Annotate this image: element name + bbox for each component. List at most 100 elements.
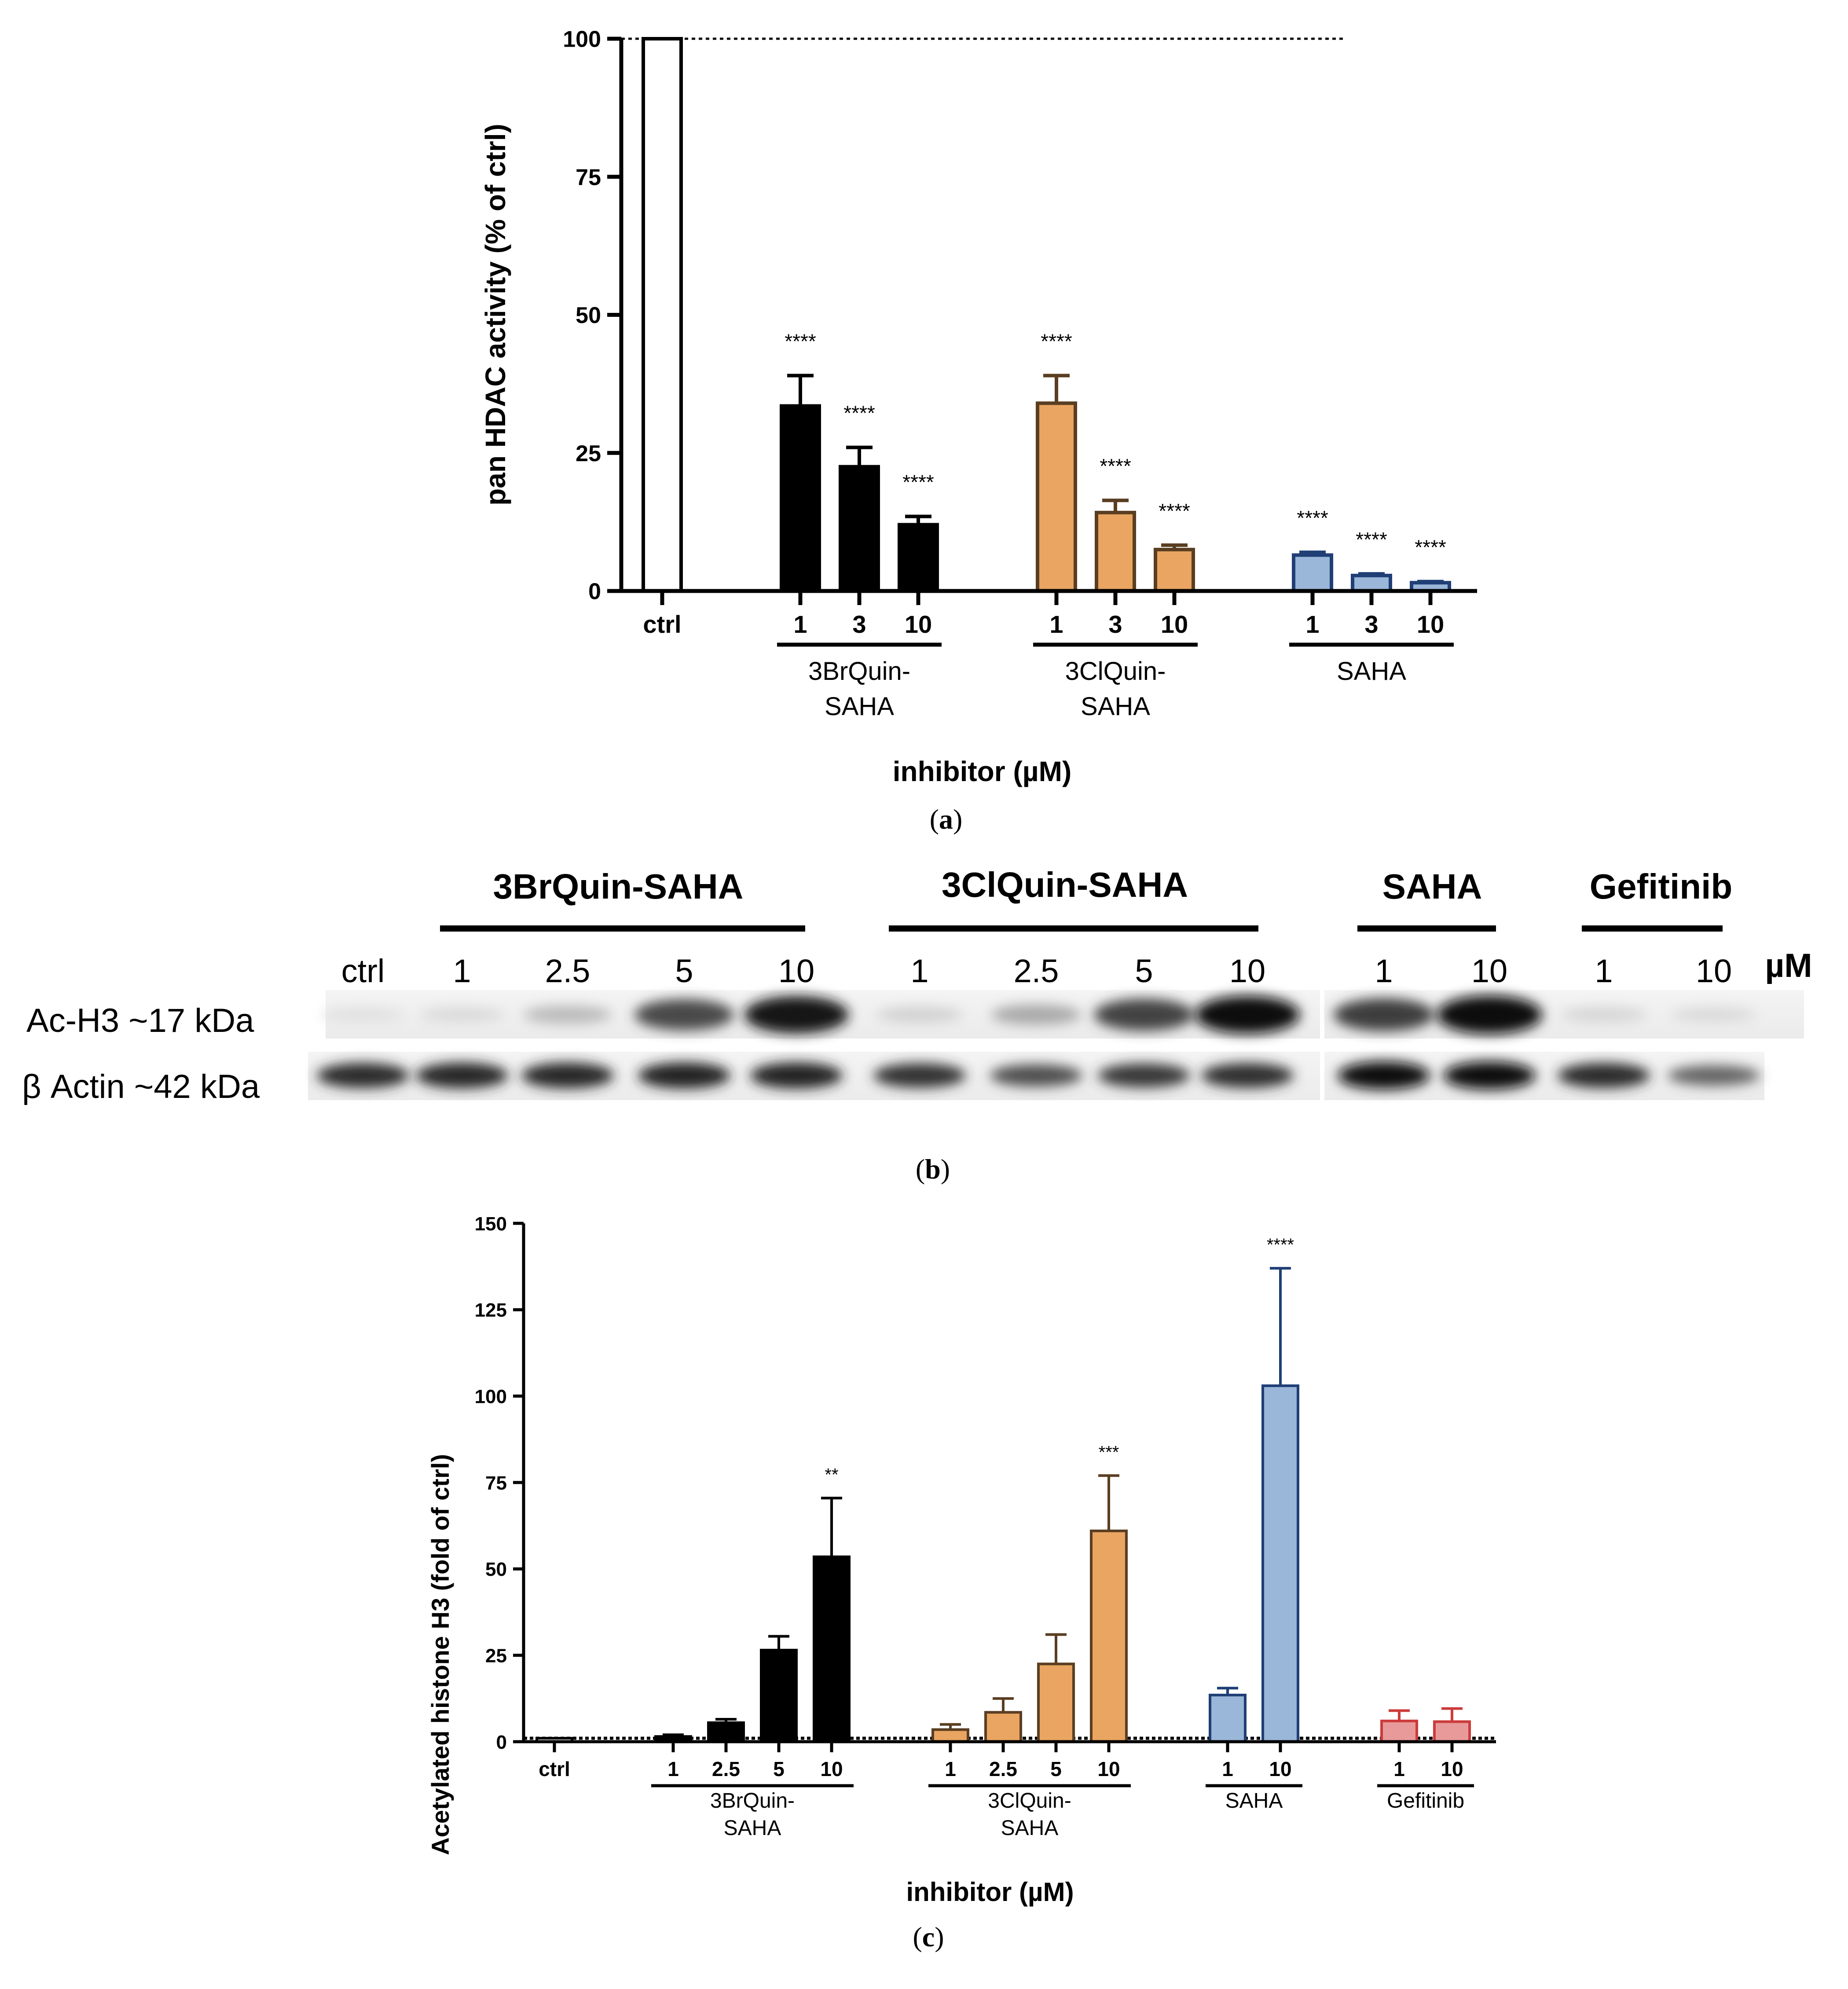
acetylated-h3-x-axis-title: inhibitor (µM) bbox=[906, 1877, 1074, 1907]
blot-bands bbox=[317, 995, 1760, 1090]
acetylated-h3-y-axis-title: Acetylated histone H3 (fold of ctrl) bbox=[426, 1454, 454, 1855]
hdac-activity-y-axis-title: pan HDAC activity (% of ctrl) bbox=[480, 124, 511, 506]
lane-label: 10 bbox=[778, 953, 814, 989]
x-category-label: 1 bbox=[793, 610, 807, 638]
bar-group4-10 bbox=[1433, 1720, 1471, 1743]
actin-band bbox=[521, 1062, 614, 1089]
ac-h3-band bbox=[320, 1008, 406, 1022]
actin-band bbox=[317, 1063, 409, 1088]
hdac-activity-plot-area: 0 25 50 75 100 ctrl **** 1 **** 3 **** 10 **** 1 **** 3… bbox=[563, 27, 1477, 721]
significance-marker: **** bbox=[785, 330, 816, 353]
x-category-label: 1 bbox=[1305, 610, 1319, 638]
x-category-label: 10 bbox=[1417, 610, 1444, 638]
significance-marker: **** bbox=[1415, 536, 1446, 559]
y-tick-label: 0 bbox=[588, 579, 601, 605]
bar-group1-3 bbox=[839, 465, 880, 593]
group-name-label: 3ClQuin- bbox=[1065, 657, 1166, 686]
group-name-label: 3BrQuin- bbox=[808, 657, 910, 686]
lane-label: 1 bbox=[453, 953, 471, 989]
bar-group3-3 bbox=[1351, 573, 1392, 593]
bar-group2-10 bbox=[1154, 547, 1195, 593]
y-tick-label: 50 bbox=[576, 303, 601, 328]
bar-group1-5 bbox=[760, 1648, 798, 1743]
ac-h3-band bbox=[744, 996, 849, 1034]
lane-label: 10 bbox=[1471, 953, 1507, 989]
bar-ctrl bbox=[642, 37, 683, 593]
bar-group2-10 bbox=[1090, 1529, 1128, 1743]
bar-group1-1 bbox=[780, 404, 821, 593]
y-tick-label: 50 bbox=[485, 1559, 507, 1580]
lane-label: 5 bbox=[675, 953, 693, 989]
group-name-label: SAHA bbox=[825, 692, 894, 721]
lane-label: 10 bbox=[1696, 953, 1732, 989]
ac-h3-band bbox=[1561, 1007, 1647, 1022]
x-category-label: 1 bbox=[667, 1758, 679, 1780]
x-category-label: 1 bbox=[1222, 1758, 1233, 1780]
ac-h3-band bbox=[991, 1005, 1082, 1025]
blot-group-title: Gefitinib bbox=[1590, 867, 1732, 906]
ac-h3-band bbox=[1333, 998, 1434, 1031]
blot-group-title: SAHA bbox=[1382, 867, 1482, 906]
significance-marker: *** bbox=[1099, 1442, 1119, 1462]
lane-label: 2.5 bbox=[1014, 953, 1059, 989]
lane-label: 5 bbox=[1135, 953, 1153, 989]
actin-band bbox=[1443, 1061, 1536, 1090]
group-name-label: Gefitinib bbox=[1387, 1789, 1464, 1813]
x-category-label: 5 bbox=[1050, 1758, 1062, 1780]
y-tick-label: 100 bbox=[563, 27, 601, 52]
lane-unit-label: µM bbox=[1765, 947, 1812, 984]
bar-group3-1 bbox=[1292, 553, 1333, 593]
acetylated-h3-plot-area: 0 25 50 75 100 125 150 ctrl 1 2.5 5 ** 10 1 2.5 5 *** 10 1… bbox=[475, 1213, 1496, 1840]
group-name-label: 3ClQuin- bbox=[988, 1789, 1071, 1813]
group-name-label: SAHA bbox=[1225, 1789, 1283, 1813]
actin-band bbox=[1668, 1065, 1760, 1086]
acetylated-h3-chart: 0 25 50 75 100 125 150 ctrl 1 2.5 5 ** 10 1 2.5 5 *** 10 1… bbox=[426, 1213, 1496, 1907]
bar-group3-1 bbox=[1209, 1693, 1247, 1743]
x-category-label: 10 bbox=[905, 610, 932, 638]
actin-band bbox=[638, 1062, 730, 1089]
ac-h3-band bbox=[1671, 1007, 1756, 1022]
significance-marker: ** bbox=[825, 1465, 838, 1484]
bar-group2-2.5 bbox=[984, 1711, 1022, 1743]
y-tick-label: 150 bbox=[475, 1213, 507, 1235]
bar-group2-1 bbox=[931, 1728, 969, 1743]
x-category-label: ctrl bbox=[643, 610, 681, 638]
significance-marker: **** bbox=[1297, 506, 1328, 529]
bar-group2-1 bbox=[1036, 401, 1077, 593]
y-tick-label: 25 bbox=[485, 1645, 507, 1667]
group-name-label: SAHA bbox=[1081, 692, 1150, 721]
significance-marker: **** bbox=[1356, 528, 1387, 551]
western-blot-panel: ctrl 3BrQuin-SAHA 1 2.5 5 10 3ClQuin-SAHA 1 2.5 5… bbox=[22, 865, 1812, 1105]
panel-b-caption: (b) bbox=[915, 1153, 950, 1185]
y-tick-label: 100 bbox=[475, 1386, 507, 1408]
significance-marker: **** bbox=[843, 402, 875, 425]
ac-h3-band bbox=[1094, 998, 1194, 1031]
x-category-label: 1 bbox=[1049, 610, 1063, 638]
x-category-label: 10 bbox=[1097, 1758, 1120, 1780]
lane-label: 1 bbox=[1375, 953, 1393, 989]
ac-h3-band bbox=[1437, 995, 1542, 1034]
lane-label: 10 bbox=[1229, 953, 1265, 989]
ac-h3-row-label: Ac-H3 ~17 kDa bbox=[26, 1002, 254, 1039]
x-category-label: 3 bbox=[852, 610, 866, 638]
ac-h3-band bbox=[876, 1007, 963, 1023]
x-category-label: ctrl bbox=[539, 1758, 570, 1780]
actin-band bbox=[1558, 1063, 1650, 1088]
significance-marker: **** bbox=[1267, 1235, 1294, 1255]
bar-group4-1 bbox=[1380, 1719, 1418, 1743]
lane-label: 1 bbox=[1595, 953, 1613, 989]
ac-h3-band bbox=[523, 1006, 612, 1024]
x-category-label: 2.5 bbox=[989, 1758, 1017, 1780]
y-tick-label: 25 bbox=[576, 441, 601, 466]
blot-group-title: 3BrQuin-SAHA bbox=[493, 867, 744, 906]
lane-label: 2.5 bbox=[545, 953, 590, 989]
bar-group2-5 bbox=[1037, 1662, 1075, 1743]
y-tick-label: 75 bbox=[485, 1472, 507, 1494]
bar-group2-3 bbox=[1095, 510, 1136, 593]
actin-band bbox=[1098, 1063, 1190, 1088]
group-name-label: SAHA bbox=[724, 1817, 781, 1840]
actin-band bbox=[750, 1062, 843, 1089]
bar-group1-10 bbox=[898, 523, 939, 593]
bar-group1-10 bbox=[813, 1555, 851, 1743]
y-tick-label: 75 bbox=[576, 165, 601, 190]
